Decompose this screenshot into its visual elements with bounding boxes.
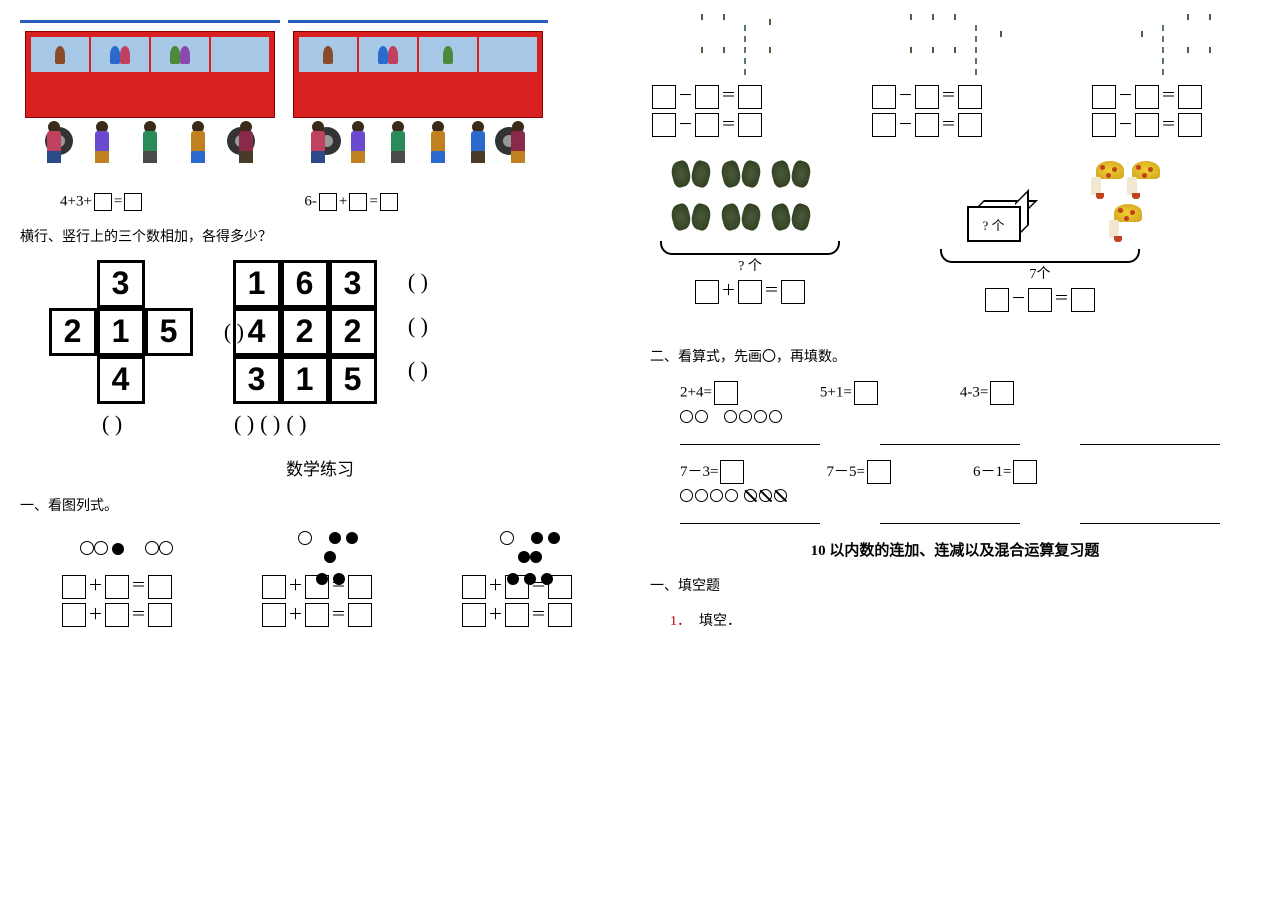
paren: ( ) [408,269,428,295]
calc-1a: 2+4= [680,381,740,405]
box-3d-icon: ? 个 [967,202,1027,242]
cell: 2 [281,308,329,356]
calc-2b: 7－5= [826,460,892,485]
cell: 4 [97,356,145,404]
bus-2 [288,20,548,163]
example-circles-crossed [680,489,1260,507]
calc-2a: 7－3= [680,460,746,485]
fruits-row: －＝ －＝ －＝ －＝ －＝ －＝ [650,20,1260,141]
left-column: 4+3+= 6-+= 横行、竖行上的三个数相加，各得多少？ 3 2 1 5 4 … [20,20,620,631]
heading-grid: 横行、竖行上的三个数相加，各得多少？ [20,226,620,246]
question-label: ? 个 [650,255,850,275]
row2-problems: ? 个 ＋＝ ? 个 7个 －＝ [650,161,1260,316]
cell: 4 [233,308,281,356]
calc-2c: 6－1= [973,460,1039,485]
cell: 1 [281,356,329,404]
calc-1b: 5+1= [820,381,880,405]
cell: 3 [233,356,281,404]
title-review: 10 以内数的连加、连减以及混合运算复习题 [650,539,1260,560]
square-grid: 1 6 3 4 2 2 3 1 5 ( ) ( ) ( ) ( ) ( ) ( … [234,261,378,405]
example-circles [680,410,1260,428]
calc-1c: 4-3= [960,381,1016,405]
paren: ( ) [234,411,254,437]
right-column: －＝ －＝ －＝ －＝ －＝ －＝ [650,20,1260,631]
dots-group-3: ＋＝ ＋＝ [460,530,600,631]
paren: ( ) [408,313,428,339]
cell: 2 [49,308,97,356]
fruit-group-apples: －＝ －＝ [1090,20,1260,141]
cell: 6 [281,260,329,308]
calc-row-2: 7－3= 7－5= 6－1= [680,460,1260,485]
cell: 5 [145,308,193,356]
fruit-group-peaches: －＝ －＝ [650,20,820,141]
bus-1 [20,20,280,163]
cell: 2 [329,308,377,356]
cell: 3 [329,260,377,308]
dots-group-1: ＋＝ ＋＝ [60,530,200,631]
fruit-group-pears: －＝ －＝ [870,20,1040,141]
cell: 1 [97,308,145,356]
bus-equations: 4+3+= 6-+= [60,193,620,211]
cell: 1 [233,260,281,308]
cell: 5 [329,356,377,404]
paren: ( ) [408,357,428,383]
dots-group-2: ＋＝ ＋＝ [260,530,400,631]
butterflies-problem: ? 个 ＋＝ [650,161,850,316]
section-3-heading: 一、填空题 [650,575,1260,595]
bus-illustrations [20,20,620,163]
paren: ( ) [286,411,306,437]
calc-row-1: 2+4= 5+1= 4-3= [680,381,1260,405]
grids-container: 3 2 1 5 4 ( ) ( ) 1 6 3 4 2 2 3 1 5 [50,261,620,405]
cell: 3 [97,260,145,308]
plus-grid: 3 2 1 5 4 ( ) ( ) [50,261,194,405]
title-math-practice: 数学练习 [20,455,620,480]
mushrooms-problem: ? 个 7个 －＝ [930,161,1150,316]
answer-lines-2 [680,522,1260,524]
answer-lines-1 [680,443,1260,445]
dots-problems: ＋＝ ＋＝ ＋＝ ＋＝ ＋＝ ＋＝ [60,530,620,631]
section-2-heading: 二、看算式，先画〇，再填数。 [650,346,1260,366]
equation-1: 4+3+= [60,193,144,211]
paren: ( ) [260,411,280,437]
equation-2: 6-+= [304,193,399,211]
item-1: 1．填空． [670,610,1260,630]
paren: ( ) [102,411,122,437]
seven-label: 7个 [930,263,1150,283]
section-1-heading: 一、看图列式。 [20,495,620,515]
